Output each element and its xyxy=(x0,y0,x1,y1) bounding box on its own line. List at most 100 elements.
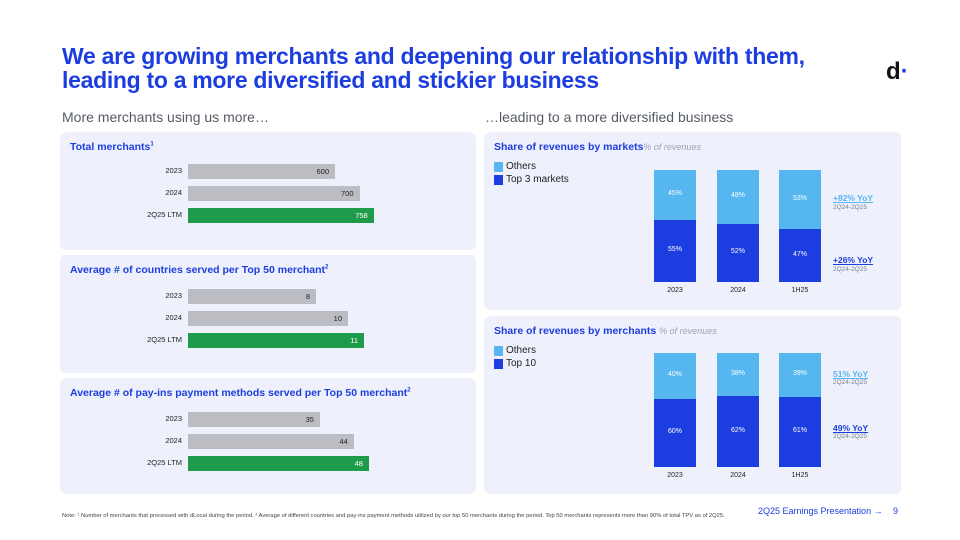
segment-value-label: 40% xyxy=(667,370,682,378)
bar: 11 xyxy=(188,333,364,348)
page-number: 9 xyxy=(893,506,899,516)
bar: 758 xyxy=(188,208,374,223)
segment-others: 48% xyxy=(717,170,759,224)
top3-yoy-period: 2Q24-2Q25 xyxy=(833,266,867,273)
others-yoy-label: 51% YoY xyxy=(833,369,869,379)
segment-others: 53% xyxy=(779,170,821,230)
segment-top: 62% xyxy=(717,396,759,467)
payment-methods-panel: Average # of pay-ins payment methods ser… xyxy=(60,378,476,494)
bar-category-label: 2Q25 LTM xyxy=(147,458,182,467)
revenue-by-merchants-legend: Others Top 10 xyxy=(494,344,536,370)
others-yoy-label: +82% YoY xyxy=(833,193,874,203)
bar: 44 xyxy=(188,434,354,449)
x-axis-label: 1H25 xyxy=(791,472,809,479)
bar-category-label: 2Q25 LTM xyxy=(147,210,182,219)
bar-category-label: 2023 xyxy=(165,414,182,423)
top10-yoy-period: 2Q24-2Q25 xyxy=(833,433,867,440)
legend-item-others: Others xyxy=(494,160,569,173)
segment-value-label: 62% xyxy=(730,426,745,434)
bar-value-label: 700 xyxy=(340,189,354,198)
segment-top: 55% xyxy=(654,220,696,282)
stacked-column: 45% 55% xyxy=(654,170,696,282)
payment-methods-title: Average # of pay-ins payment methods ser… xyxy=(70,387,411,399)
stacked-column: 53% 47% xyxy=(779,170,821,282)
revenue-by-merchants-title: Share of revenues by merchants % of reve… xyxy=(494,325,717,337)
segment-others: 38% xyxy=(717,353,759,397)
bar: 600 xyxy=(188,164,335,179)
bar-category-label: 2024 xyxy=(165,436,182,445)
bar-category-label: 2Q25 LTM xyxy=(147,335,182,344)
x-axis-label: 2024 xyxy=(730,287,746,294)
bar-value-label: 44 xyxy=(339,437,348,446)
countries-per-merchant-panel: Average # of countries served per Top 50… xyxy=(60,255,476,373)
segment-others: 39% xyxy=(779,353,821,398)
segment-value-label: 47% xyxy=(792,250,807,258)
bar-category-label: 2023 xyxy=(165,166,182,175)
page-title: We are growing merchants and deepening o… xyxy=(62,43,805,93)
segment-top: 47% xyxy=(779,229,821,282)
revenue-by-markets-legend: Others Top 3 markets xyxy=(494,160,569,186)
revenue-by-merchants-panel: Share of revenues by merchants % of reve… xyxy=(484,316,901,494)
others-yoy-period: 2Q24-2Q25 xyxy=(833,204,867,211)
x-axis-label: 2024 xyxy=(730,472,746,479)
x-axis-label: 2023 xyxy=(667,287,683,294)
logo-letter: d xyxy=(886,58,901,85)
bar: 48 xyxy=(188,456,369,471)
segment-others: 45% xyxy=(654,170,696,221)
stacked-column: 48% 52% xyxy=(717,170,759,282)
bar-value-label: 35 xyxy=(305,415,314,424)
bar: 10 xyxy=(188,311,348,326)
segment-value-label: 39% xyxy=(792,370,807,378)
bar: 8 xyxy=(188,289,316,304)
segment-value-label: 52% xyxy=(730,247,745,255)
stacked-column: 38% 62% xyxy=(717,353,759,467)
footnote: Note: ¹ Number of merchants that process… xyxy=(62,513,725,519)
bar-category-label: 2024 xyxy=(165,313,182,322)
bar-category-label: 2024 xyxy=(165,188,182,197)
legend-item-top-10: Top 10 xyxy=(494,357,536,370)
countries-per-merchant-title: Average # of countries served per Top 50… xyxy=(70,264,329,276)
legend-swatch xyxy=(494,161,503,172)
bar-category-label: 2023 xyxy=(165,291,182,300)
bar: 700 xyxy=(188,186,360,201)
dlocal-logo: d· xyxy=(886,58,909,86)
bar-value-label: 758 xyxy=(355,211,368,220)
legend-swatch xyxy=(494,345,503,356)
segment-top: 61% xyxy=(779,397,821,467)
total-merchants-panel: Total merchants1 2023 600 2024 700 2Q25 LTM 7… xyxy=(60,132,476,250)
legend-swatch xyxy=(494,358,503,369)
total-merchants-title: Total merchants1 xyxy=(70,141,154,153)
right-section-heading: …leading to a more diversified business xyxy=(485,109,734,125)
segment-value-label: 38% xyxy=(730,369,745,377)
legend-item-top-3-markets: Top 3 markets xyxy=(494,173,569,186)
revenue-by-markets-panel: Share of revenues by markets% of revenue… xyxy=(484,132,901,310)
segment-top: 60% xyxy=(654,398,696,467)
x-axis-label: 1H25 xyxy=(791,287,809,294)
bar-value-label: 600 xyxy=(316,167,329,176)
legend-item-others: Others xyxy=(494,344,536,357)
segment-value-label: 55% xyxy=(667,246,682,254)
bar-value-label: 11 xyxy=(350,336,358,345)
bar-value-label: 48 xyxy=(354,459,363,468)
bar-value-label: 8 xyxy=(305,292,310,301)
bar: 35 xyxy=(188,412,320,427)
segment-value-label: 53% xyxy=(792,194,807,202)
segment-value-label: 61% xyxy=(792,427,807,435)
segment-value-label: 60% xyxy=(667,427,682,435)
stacked-column: 40% 60% xyxy=(654,353,696,467)
stacked-column: 39% 61% xyxy=(779,353,821,467)
legend-swatch xyxy=(494,174,503,185)
segment-value-label: 48% xyxy=(730,191,745,199)
bar-value-label: 10 xyxy=(333,314,342,323)
logo-dot: · xyxy=(900,58,909,85)
x-axis-label: 2023 xyxy=(667,472,683,479)
left-section-heading: More merchants using us more… xyxy=(62,109,269,125)
top10-yoy-label: 49% YoY xyxy=(833,423,869,433)
segment-value-label: 45% xyxy=(667,190,682,198)
others-yoy-period: 2Q24-2Q25 xyxy=(833,379,867,386)
footer-presentation-link[interactable]: 2Q25 Earnings Presentation → xyxy=(758,506,883,516)
revenue-by-markets-title: Share of revenues by markets% of revenue… xyxy=(494,141,701,153)
segment-top: 52% xyxy=(717,223,759,282)
top3-yoy-label: +26% YoY xyxy=(833,255,874,265)
segment-others: 40% xyxy=(654,353,696,399)
